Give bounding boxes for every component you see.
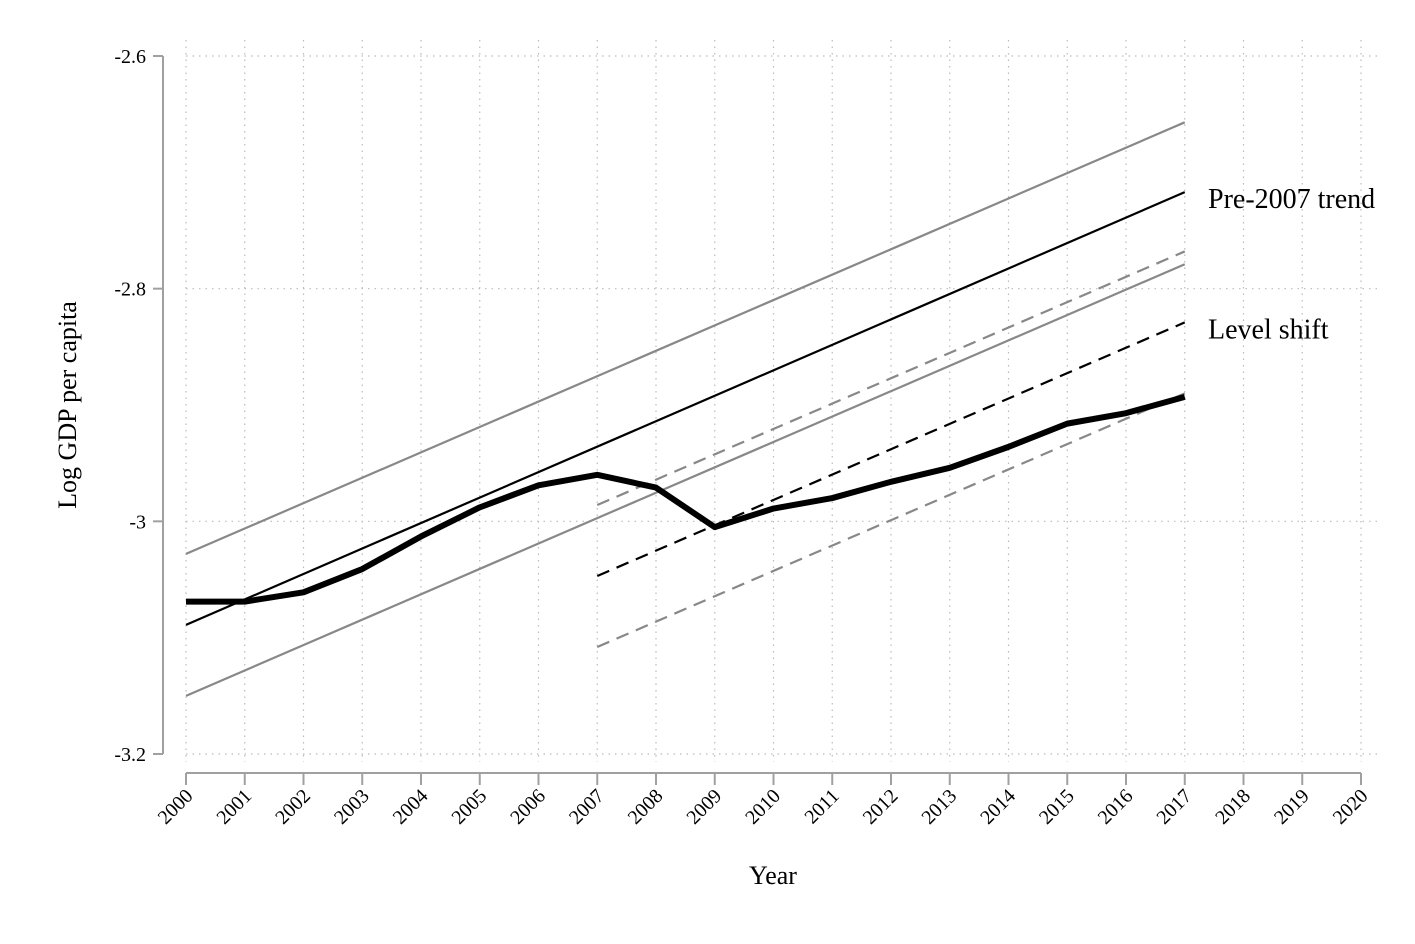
x-tick-label: 2016 xyxy=(1094,785,1138,829)
y-axis-label: Log GDP per capita xyxy=(53,301,82,509)
x-tick-label: 2014 xyxy=(976,785,1020,829)
y-tick-label: -3.2 xyxy=(114,744,146,766)
series-level-shift-lower xyxy=(596,392,1186,648)
x-tick-label: 2018 xyxy=(1211,785,1255,829)
series-group xyxy=(185,121,1186,697)
series-level-shift-upper xyxy=(596,250,1186,507)
x-tick-label: 2011 xyxy=(800,785,843,828)
x-axis-label: Year xyxy=(749,861,797,890)
grid xyxy=(185,40,1380,762)
x-tick-label: 2020 xyxy=(1329,785,1373,829)
x-tick-label: 2009 xyxy=(682,785,726,829)
series-actual xyxy=(186,393,1186,605)
x-tick-label: 2003 xyxy=(330,785,374,829)
x-tick-label: 2013 xyxy=(917,785,961,829)
x-tick-label: 2001 xyxy=(212,785,256,829)
annotation-level-shift: Level shift xyxy=(1208,314,1329,345)
y-tick-label: -2.6 xyxy=(114,46,146,68)
series-level-shift xyxy=(596,321,1186,578)
x-tick-label: 2008 xyxy=(624,785,668,829)
y-tick-label: -2.8 xyxy=(114,279,146,301)
annotation-pre-2007-trend: Pre-2007 trend xyxy=(1208,184,1375,215)
x-tick-label: 2000 xyxy=(154,785,198,829)
x-tick-label: 2002 xyxy=(271,785,315,829)
series-pre-2007-trend xyxy=(185,191,1186,626)
x-tick-label: 2019 xyxy=(1270,785,1314,829)
labels: Pre-2007 trend Level shift xyxy=(1208,184,1375,345)
series-pre-2007-trend-lower xyxy=(185,263,1186,697)
y-tick-label: -3 xyxy=(129,511,146,533)
x-tick-label: 2012 xyxy=(859,785,903,829)
x-tick-label: 2004 xyxy=(389,785,433,829)
x-tick-label: 2005 xyxy=(447,785,491,829)
x-tick-label: 2010 xyxy=(741,785,785,829)
x-tick-label: 2007 xyxy=(565,785,609,829)
x-tick-label: 2006 xyxy=(506,785,550,829)
axes: -2.6 -2.8 -3 -3.2 2000 2001 2002 2003 2004 2005 20… xyxy=(114,46,1372,829)
series-pre-2007-trend-upper xyxy=(185,121,1186,555)
x-tick-label: 2017 xyxy=(1152,785,1196,829)
x-tick-label: 2015 xyxy=(1035,785,1079,829)
